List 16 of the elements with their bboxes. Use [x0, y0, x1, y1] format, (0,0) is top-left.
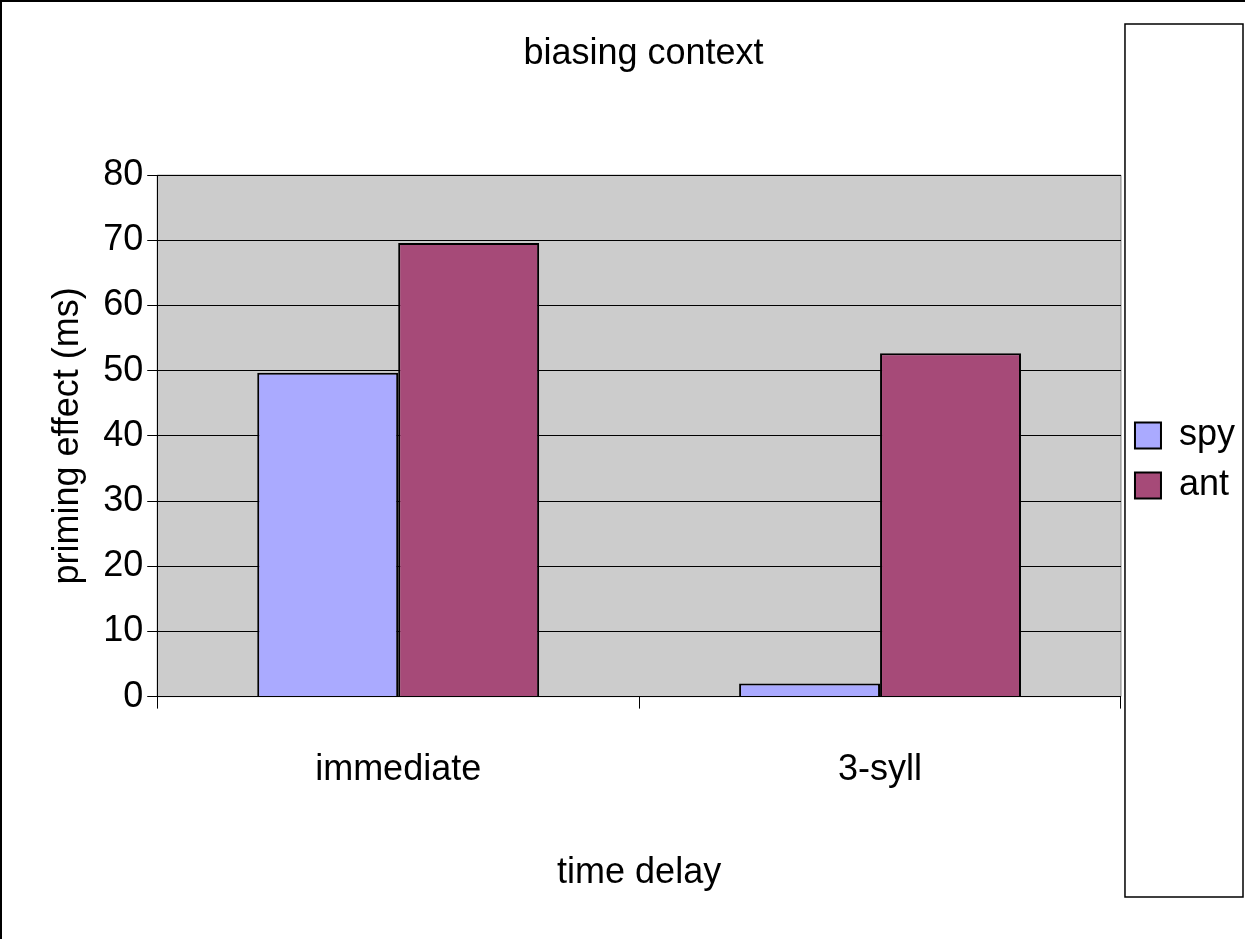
x-tick-label: immediate	[315, 747, 482, 789]
x-tick-label: 3-syll	[838, 747, 923, 789]
y-tick-label: 10	[103, 608, 144, 650]
chart-title: biasing context	[523, 30, 764, 72]
y-tick-label: 50	[103, 347, 144, 389]
legend-label: spy	[1178, 412, 1236, 454]
y-tick-label: 40	[103, 412, 144, 454]
y-tick-label: 30	[103, 478, 144, 519]
legend-label: ant	[1178, 462, 1230, 504]
y-tick-label: 60	[103, 282, 144, 324]
y-tick-label: 0	[123, 673, 144, 715]
x-axis-title: time delay	[557, 850, 722, 892]
y-tick-label: 20	[103, 543, 144, 585]
y-axis-title: priming effect (ms)	[44, 287, 86, 585]
y-tick-label: 70	[103, 217, 144, 259]
y-tick-label: 80	[103, 152, 144, 194]
